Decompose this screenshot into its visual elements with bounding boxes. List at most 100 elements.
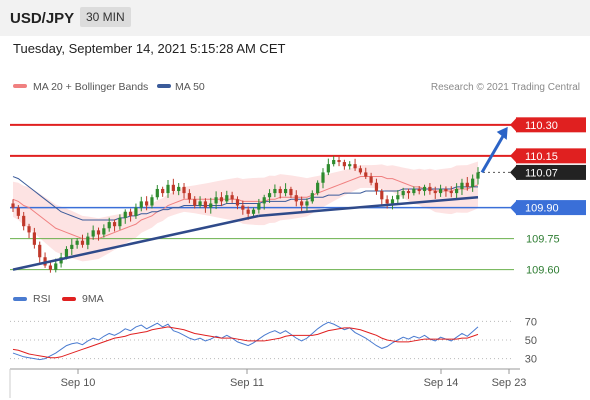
candle-body — [289, 188, 293, 196]
candle — [150, 194, 154, 209]
candle — [155, 185, 159, 200]
candle — [428, 183, 432, 195]
candle-body — [150, 197, 154, 206]
candle-body — [401, 191, 405, 196]
candle-body — [406, 191, 411, 194]
candle — [139, 196, 143, 212]
candle-body — [182, 186, 186, 194]
candle-body — [455, 188, 459, 194]
candle — [396, 190, 400, 205]
candle — [161, 186, 165, 197]
candle — [11, 199, 15, 212]
candle-body — [54, 263, 58, 270]
candle — [48, 261, 53, 273]
rsi-panel: 70 50 30 — [10, 316, 537, 366]
candle — [177, 183, 181, 196]
candle-body — [139, 201, 143, 208]
forecast-arrow-line — [480, 134, 506, 174]
candle — [300, 196, 304, 212]
level-tag-109-90 — [516, 200, 586, 216]
candle-body — [91, 230, 95, 237]
level-label-110-07: 110.07 — [525, 167, 558, 179]
rsi-tick-label: 50 — [525, 335, 537, 347]
candle-body — [342, 162, 346, 167]
ma50-legend-label: MA 50 — [175, 81, 205, 93]
candle — [209, 197, 213, 214]
candle — [203, 198, 208, 213]
forecast-arrow-head — [496, 126, 508, 140]
level-tag-110-15 — [516, 148, 586, 164]
candle — [198, 196, 202, 209]
candle-body — [241, 205, 245, 210]
level-tag-110-30 — [516, 117, 586, 133]
candle-body — [16, 207, 20, 216]
rsi-ma-legend-swatch — [62, 297, 76, 301]
candle — [32, 227, 36, 249]
candle-body — [27, 226, 31, 233]
candle-body — [358, 168, 363, 173]
candle-body — [48, 265, 53, 270]
candle — [326, 158, 330, 176]
candle — [38, 241, 42, 263]
candle-body — [251, 209, 256, 214]
ma50-line — [12, 176, 478, 221]
level-label-109-90: 109.90 — [525, 203, 559, 215]
candle-body — [300, 201, 304, 206]
candle — [390, 195, 395, 210]
candle — [342, 159, 346, 170]
level-tag-pointer — [510, 164, 517, 180]
rsi-line — [12, 321, 479, 361]
candle — [332, 155, 336, 167]
candle — [235, 196, 240, 210]
rsi-ma-line — [12, 326, 479, 359]
candle — [289, 186, 293, 198]
candle — [267, 189, 272, 203]
timeframe-badge[interactable]: 30 MIN — [80, 7, 131, 27]
candle — [225, 190, 229, 204]
candle-body — [348, 164, 352, 167]
ma20-line — [12, 176, 479, 240]
candle-body — [422, 186, 427, 192]
candle — [80, 234, 85, 248]
candle-body — [449, 191, 453, 194]
candle-body — [385, 199, 389, 204]
candle — [476, 167, 480, 185]
level-label-109-75: 109.75 — [526, 234, 560, 246]
candle — [171, 178, 175, 195]
candle-body — [86, 236, 90, 245]
candle — [102, 224, 106, 238]
level-tag-110-07 — [516, 164, 586, 180]
trendline-2 — [258, 195, 479, 218]
candle-body — [471, 178, 475, 187]
candle-body — [396, 195, 400, 200]
candle — [444, 186, 448, 197]
ma50-legend-swatch — [157, 84, 171, 88]
candle — [187, 189, 191, 204]
rsi-tick-label: 30 — [525, 354, 537, 366]
ma20-legend-swatch — [13, 84, 27, 88]
candle-body — [155, 188, 159, 198]
candle-body — [171, 184, 175, 192]
candle-body — [198, 201, 202, 206]
x-tick-label: Sep 23 — [492, 377, 527, 389]
candle-body — [374, 182, 379, 192]
candle-body — [235, 199, 240, 206]
x-tick-label: Sep 10 — [61, 377, 96, 389]
candle — [455, 183, 459, 198]
candle-body — [161, 188, 165, 194]
x-tick-label: Sep 11 — [230, 377, 264, 389]
candle-body — [11, 203, 15, 208]
candle-body — [433, 191, 437, 194]
candle — [112, 219, 117, 232]
candle — [412, 186, 416, 196]
candle-body — [353, 164, 357, 169]
candle-body — [118, 217, 122, 227]
candle-body — [219, 197, 224, 202]
candle — [182, 183, 186, 199]
candle-body — [203, 201, 208, 208]
level-labels: 110.30 110.15 110.07 109.90 109.75 109.60 — [510, 117, 586, 277]
date-line: Tuesday, September 14, 2021 5:15:28 AM C… — [13, 41, 286, 56]
candle — [43, 252, 47, 268]
candle-body — [257, 203, 261, 210]
